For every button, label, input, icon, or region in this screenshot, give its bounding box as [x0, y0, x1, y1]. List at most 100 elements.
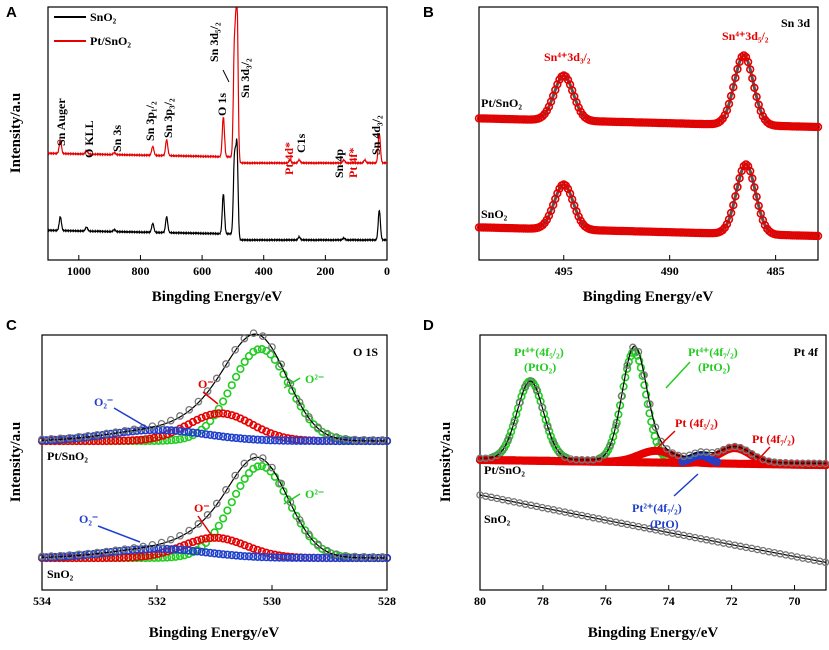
arrow-o2-minus-bottom	[283, 493, 301, 505]
component-point-c-1-0	[240, 474, 249, 484]
component-point-c-0-1	[111, 436, 120, 446]
arrow-pt2-4f72	[673, 473, 699, 497]
component-point-c-0-1	[184, 420, 193, 429]
x-ticks-c: 534 532 530 528	[33, 585, 396, 608]
component-point-d-0	[519, 387, 528, 396]
data-point-b-0-258	[748, 74, 757, 83]
x-tick-label-d-0: 80	[474, 594, 486, 608]
data-point-b-0-74	[553, 80, 562, 89]
component-point-c-1-1	[227, 536, 236, 545]
data-point-b-0-252	[741, 52, 751, 62]
data-point-b-0-66	[544, 102, 554, 111]
arrow-pt-4f52	[651, 430, 676, 454]
plot-frame-b	[478, 6, 819, 261]
component-point-c-0-2	[279, 436, 288, 445]
label-pt-4f52: Pt (4f₅/₂)	[675, 416, 718, 430]
component-point-c-0-2	[266, 436, 275, 445]
component-point-c-0-2	[257, 435, 267, 445]
raw-point-c-0-176	[240, 334, 249, 343]
component-point-c-1-2	[301, 553, 310, 563]
component-point-c-1-1	[180, 541, 189, 550]
raw-point-d-423	[742, 446, 750, 455]
component-point-c-1-2	[201, 548, 210, 557]
component-point-c-1-2	[232, 551, 241, 560]
component-point-c-0-1	[124, 436, 133, 445]
annotation-sn-3d32-b: Sn⁴⁺3d₃/₂	[544, 50, 591, 64]
data-point-b-1-264	[754, 201, 763, 211]
x-tick-label-d-4: 72	[726, 594, 738, 608]
panel-label-a: A	[6, 4, 17, 21]
annotation-sn-3d52: Sn 3d₅/₂	[207, 22, 221, 62]
data-point-b-0-256	[745, 65, 755, 74]
component-point-c-1-0	[236, 481, 245, 491]
component-point-c-0-1	[262, 427, 271, 436]
x-tick-label-b-1: 490	[661, 264, 679, 278]
raw-point-c-0-8	[47, 435, 56, 443]
raw-point-c-0-216	[286, 379, 295, 388]
data-point-b-1-64	[542, 215, 551, 225]
component-point-d-1	[643, 400, 652, 409]
raw-point-c-1-184	[249, 453, 258, 461]
raw-point-c-1-256	[332, 550, 341, 559]
raw-point-c-1-208	[277, 479, 286, 488]
panel-label-d: D	[423, 317, 434, 334]
raw-point-d-234	[623, 361, 631, 370]
label-o2-top: O₂⁻	[94, 395, 113, 409]
component-point-c-0-0	[236, 364, 245, 374]
raw-point-c-0-80	[130, 425, 138, 434]
raw-point-d-99	[538, 403, 547, 412]
raw-point-d-54	[510, 418, 518, 427]
raw-point-d-27	[493, 451, 501, 460]
annotation-o-1s: O 1s	[215, 93, 229, 116]
component-point-c-0-1	[119, 436, 128, 445]
annotation-sn-3d32: Sn 3d₃/₂	[238, 58, 252, 98]
raw-point-d-279	[651, 423, 660, 432]
component-point-c-1-1	[193, 536, 202, 545]
x-tick-label-b-0: 495	[555, 264, 573, 278]
component-point-c-0-2	[223, 433, 232, 442]
raw-point-c-0-184	[249, 329, 258, 338]
annotation-sn-3d52-b: Sn⁴⁺3d₅/₂	[722, 29, 769, 43]
raw-point-c-0-200	[268, 343, 276, 351]
data-point-b-0-228	[716, 116, 725, 126]
component-point-c-0-2	[313, 436, 323, 446]
raw-point-d-432	[748, 449, 756, 458]
x-tick-label-c-0: 534	[33, 594, 51, 608]
component-point-c-0-1	[188, 417, 197, 427]
annotation-sn-3p32: Sn 3p₃/₂	[161, 98, 175, 138]
component-point-c-1-0	[253, 462, 262, 471]
chart-title-c: O 1S	[353, 345, 378, 359]
annotation-sn-4p: Sn 4p	[332, 149, 346, 178]
raw-point-c-1-224	[295, 515, 304, 524]
component-point-c-0-2	[180, 427, 189, 436]
component-point-c-1-2	[253, 552, 262, 562]
component-point-c-0-0	[184, 432, 193, 442]
component-point-c-1-0	[210, 528, 219, 537]
component-point-c-0-2	[236, 434, 245, 443]
component-point-c-0-0	[171, 435, 180, 444]
data-point-b-1-84	[563, 184, 573, 194]
raw-point-c-0-120	[176, 412, 184, 420]
component-point-c-0-1	[275, 432, 284, 441]
raw-point-c-0-0	[38, 435, 46, 444]
component-point-c-1-2	[188, 546, 197, 556]
raw-point-c-0-240	[314, 423, 322, 432]
component-point-c-0-1	[180, 422, 189, 431]
data-point-b-1-240	[729, 201, 738, 210]
data-point-b-0-84	[563, 75, 573, 85]
x-tick-label-c-1: 532	[148, 594, 166, 608]
arrow-o2-minus-top	[283, 377, 301, 389]
component-point-d-0	[545, 427, 554, 436]
component-point-c-0-2	[288, 436, 297, 445]
label-pt-4f72: Pt (4f₇/₂)	[752, 432, 795, 446]
component-point-c-1-1	[197, 535, 206, 544]
component-point-c-0-2	[283, 436, 292, 445]
component-point-c-0-2	[175, 427, 185, 436]
panel-label-c: C	[6, 317, 17, 334]
component-point-c-0-1	[253, 423, 262, 432]
component-point-c-0-1	[214, 409, 223, 418]
component-point-c-1-2	[227, 550, 236, 560]
raw-point-d-243	[629, 343, 637, 352]
component-point-d-1	[640, 381, 649, 390]
component-point-c-0-1	[270, 430, 280, 439]
